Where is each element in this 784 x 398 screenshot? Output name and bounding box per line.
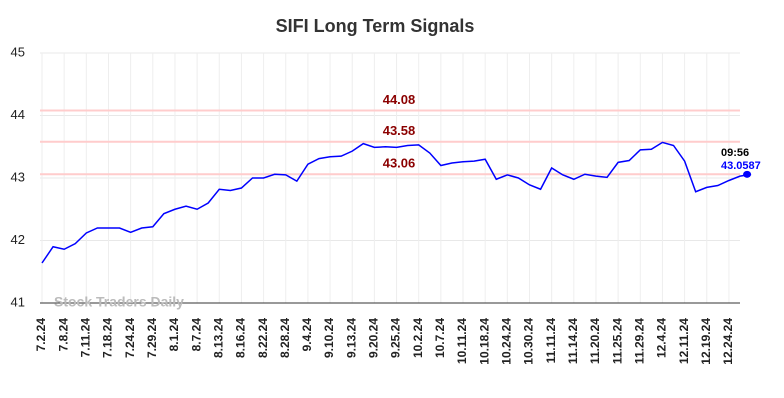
x-tick-label: 9.4.24 [300, 318, 314, 352]
x-tick-label: 7.24.24 [123, 318, 137, 358]
x-tick-label: 9.10.24 [322, 318, 336, 358]
signal-label: 43.06 [383, 156, 416, 171]
x-tick-label: 9.25.24 [389, 318, 403, 358]
price-line [41, 141, 752, 264]
x-tick-label: 8.22.24 [256, 318, 270, 358]
x-tick-label: 12.19.24 [699, 318, 713, 365]
y-tick-label: 42 [11, 232, 25, 247]
x-tick-label: 7.2.24 [34, 318, 48, 352]
x-tick-label: 8.13.24 [211, 318, 225, 358]
x-tick-label: 8.16.24 [234, 318, 248, 358]
y-tick-label: 43 [11, 169, 25, 184]
last-point [743, 170, 752, 178]
x-tick-label: 9.13.24 [344, 318, 358, 358]
x-tick-label: 11.25.24 [610, 318, 624, 364]
x-tick-label: 11.29.24 [632, 318, 646, 364]
x-tick-label: 10.11.24 [455, 318, 469, 364]
y-tick-label: 44 [11, 107, 25, 122]
x-tick-label: 12.11.24 [677, 318, 691, 364]
x-tick-label: 12.24.24 [721, 318, 735, 365]
signal-label: 44.08 [383, 92, 416, 107]
x-tick-label: 11.11.24 [544, 318, 558, 364]
x-tick-label: 11.14.24 [566, 318, 580, 364]
x-tick-label: 11.20.24 [588, 318, 602, 364]
x-tick-label: 9.20.24 [367, 318, 381, 358]
last-value: 43.0587 [721, 160, 761, 172]
last-time: 09:56 [721, 147, 749, 159]
signal-label: 43.58 [383, 123, 416, 138]
x-tick-label: 10.7.24 [433, 318, 447, 358]
chart-title: SIFI Long Term Signals [276, 16, 475, 36]
x-tick-label: 8.7.24 [189, 318, 203, 352]
x-tick-label: 7.29.24 [145, 318, 159, 358]
watermark: Stock Traders Daily [54, 294, 184, 310]
x-tick-label: 10.24.24 [500, 318, 514, 365]
x-tick-label: 7.11.24 [78, 318, 92, 358]
x-tick-label: 10.18.24 [477, 318, 491, 365]
y-tick-label: 45 [11, 44, 25, 59]
x-tick-label: 10.30.24 [522, 318, 536, 365]
x-tick-label: 7.18.24 [101, 318, 115, 358]
x-tick-label: 12.4.24 [655, 318, 669, 358]
y-tick-label: 41 [11, 294, 25, 309]
x-tick-label: 8.28.24 [278, 318, 292, 358]
x-tick-label: 10.2.24 [411, 318, 425, 358]
x-tick-label: 7.8.24 [56, 318, 70, 352]
x-tick-label: 8.1.24 [167, 318, 181, 352]
